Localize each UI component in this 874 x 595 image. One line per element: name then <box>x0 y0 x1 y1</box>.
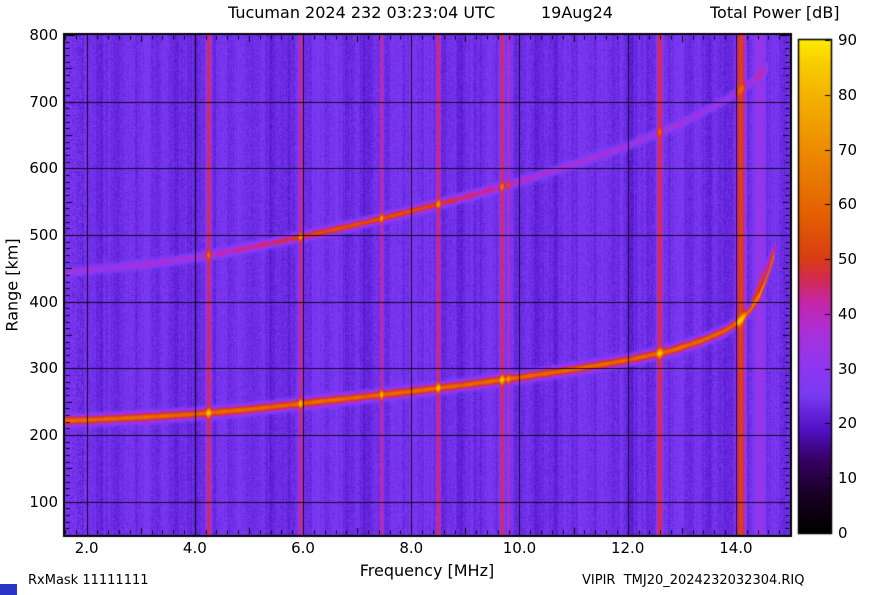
y-tick-label: 800 <box>29 26 58 44</box>
x-tick-label: 2.0 <box>74 539 99 557</box>
y-tick-label: 600 <box>29 159 58 178</box>
colorbar-tick-label: 20 <box>838 414 858 433</box>
x-tick-label: 12.0 <box>610 539 645 557</box>
x-tick-label: 10.0 <box>502 539 537 557</box>
y-tick-label: 200 <box>29 426 58 444</box>
x-tick-label: 14.0 <box>719 539 753 557</box>
x-tick-label: 4.0 <box>182 539 207 557</box>
x-axis-title: Frequency [MHz] <box>359 561 495 580</box>
rx-mask-label: RxMask 11111111 <box>28 573 149 588</box>
y-tick-label: 100 <box>29 492 58 511</box>
colorbar-tick-label: 40 <box>838 304 858 323</box>
y-tick-label: 500 <box>29 226 58 244</box>
colorbar-tick-label: 50 <box>838 250 858 269</box>
colorbar-tick-label: 30 <box>838 359 858 378</box>
colorbar-tick-label: 70 <box>838 140 858 159</box>
plot-title: Tucuman 2024 232 03:23:04 UTC <box>228 3 496 22</box>
colorbar-tick-label: 10 <box>838 469 858 488</box>
colorbar-tick-label: 80 <box>838 85 858 104</box>
x-tick-label: 6.0 <box>291 539 315 557</box>
y-axis-title: Range [km] <box>2 238 22 332</box>
colorbar-tick-label: 90 <box>838 31 858 49</box>
colorbar-tick-label: 0 <box>838 524 848 542</box>
plot-date: 19Aug24 <box>541 3 613 22</box>
y-tick-label: 700 <box>29 92 58 111</box>
corner-marker <box>0 584 17 595</box>
y-tick-label: 300 <box>29 359 58 378</box>
x-tick-label: 8.0 <box>399 539 424 557</box>
data-file-label: VIPIR TMJ20_2024232032304.RIQ <box>582 573 805 588</box>
colorbar-title: Total Power [dB] <box>710 3 840 22</box>
y-tick-label: 400 <box>29 292 58 311</box>
colorbar-tick-label: 60 <box>838 195 858 214</box>
